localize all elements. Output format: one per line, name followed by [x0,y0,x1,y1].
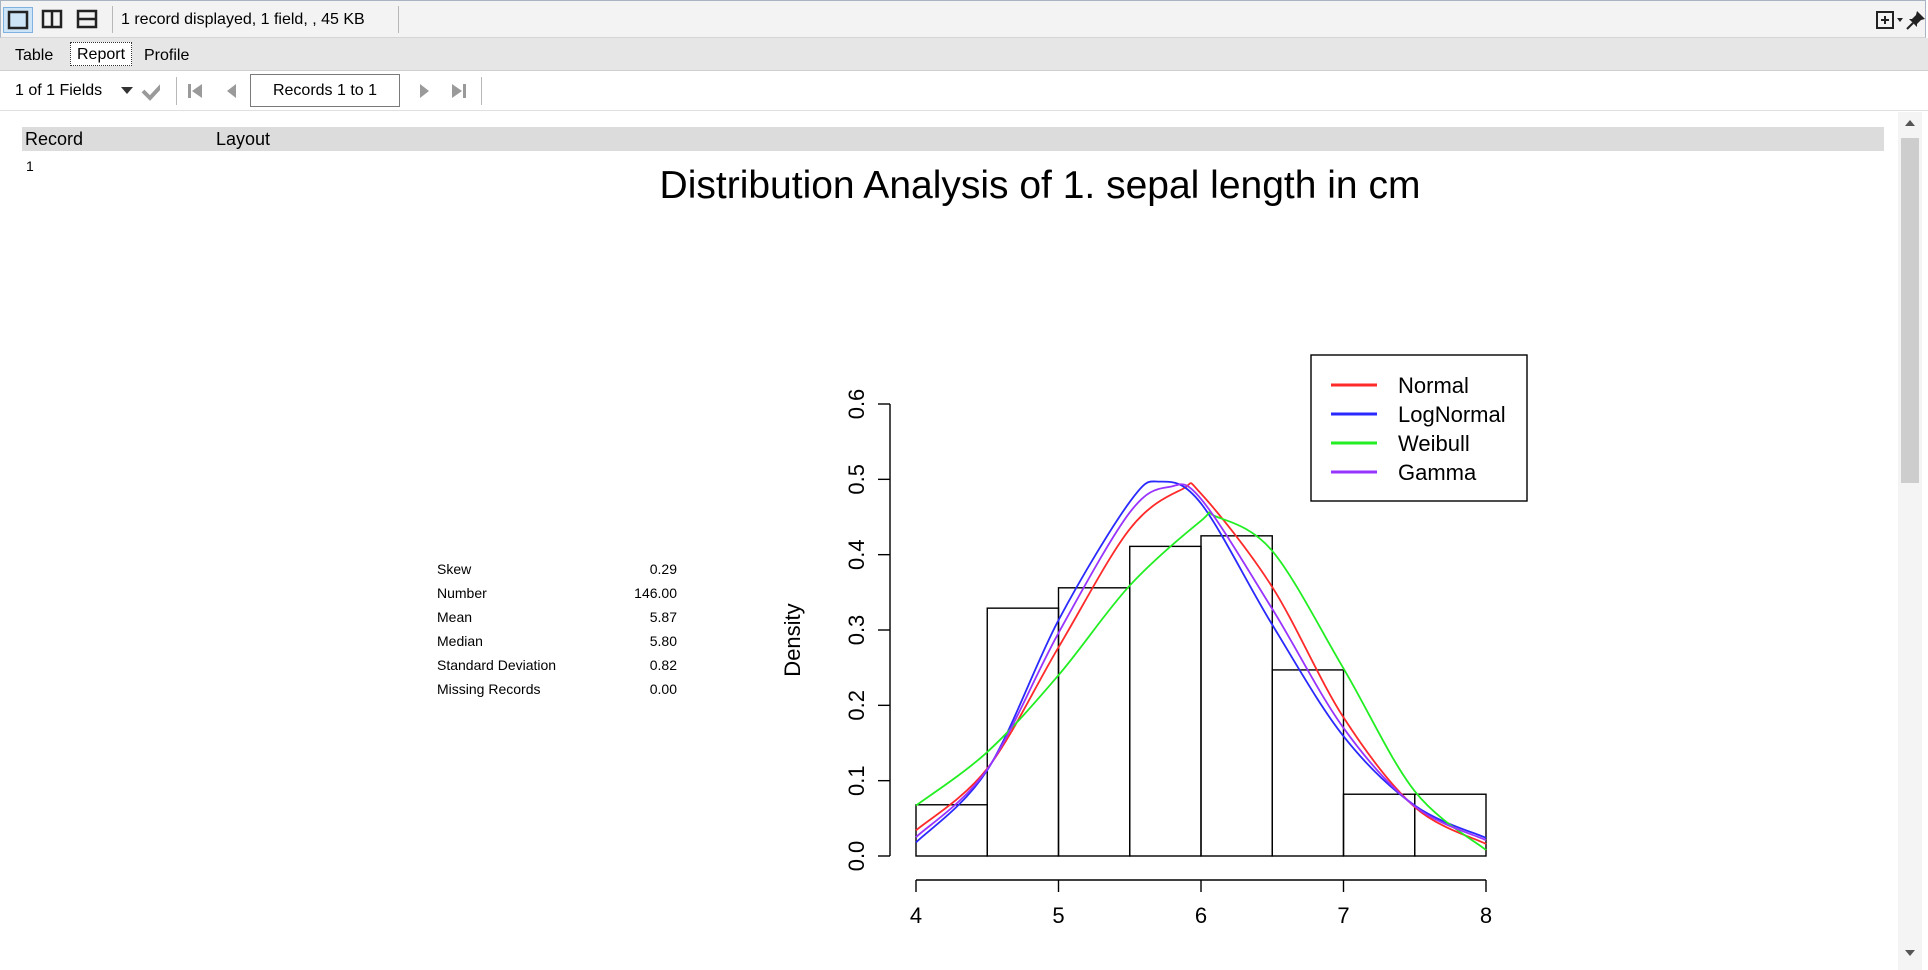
add-panel-button[interactable] [1875,9,1909,36]
status-text: 1 record displayed, 1 field, , 45 KB [121,11,365,28]
toolbar-separator [481,77,482,105]
legend-label: Normal [1398,373,1469,398]
x-tick-label: 5 [1052,903,1064,928]
y-tick-label: 0.1 [844,765,869,796]
stat-value: 146.00 [634,585,677,601]
histogram-bar [1342,793,1416,857]
histogram-bar [1129,545,1202,857]
last-record-icon[interactable] [448,81,468,101]
vertical-scrollbar[interactable] [1898,112,1922,970]
density-curve-normal [915,482,1487,845]
tab-profile[interactable]: Profile [144,47,190,64]
fields-selector[interactable]: 1 of 1 Fields [15,82,103,99]
report-title: Distribution Analysis of 1. sepal length… [659,164,1421,207]
x-tick-label: 7 [1337,903,1349,928]
y-tick-label: 0.4 [844,539,869,570]
density-curve-gamma [915,483,1487,841]
statistics-table: Skew 0.29 Number 146.00 Mean 5.87 Median… [437,557,677,701]
scrollbar-thumb[interactable] [1901,138,1919,483]
stat-label: Standard Deviation [437,657,557,673]
stat-row-standard-deviation: Standard Deviation 0.82 [437,653,677,677]
y-tick-label: 0.0 [844,841,869,872]
chevron-down-icon[interactable] [121,87,133,94]
vertical-split-layout-button[interactable] [73,7,103,33]
pin-icon [1906,11,1925,30]
distribution-chart: 0.0 0.1 0.2 0.3 0.4 0.5 0.6 Density 4 5 6 7 8 Normal L… [780,354,1528,928]
stat-row-skew: Skew 0.29 [437,557,677,581]
x-tick-label: 8 [1480,903,1492,928]
record-navigation-bar: 1 of 1 Fields Records 1 to 1 [0,71,1928,111]
records-range-display: Records 1 to 1 [250,74,400,107]
density-curve-weibull [915,511,1487,851]
legend-label: LogNormal [1398,402,1506,427]
horizontal-split-layout-button[interactable] [38,7,68,33]
record-row-number: 1 [26,158,34,174]
pin-button[interactable] [1905,9,1927,36]
stat-label: Missing Records [437,681,541,697]
tab-table[interactable]: Table [15,47,54,64]
column-header-record[interactable]: Record [25,129,84,149]
results-toolbar: 1 record displayed, 1 field, , 45 KB [0,0,1926,38]
single-view-icon [7,10,29,30]
next-record-icon[interactable] [414,81,434,101]
view-tabs: Table Report Profile [0,38,1928,71]
first-record-icon[interactable] [186,81,206,101]
histogram-bar [1200,535,1273,857]
scroll-up-arrow-icon[interactable] [1905,120,1915,126]
checkmark-icon[interactable] [140,81,160,101]
scroll-down-arrow-icon[interactable] [1905,950,1915,956]
stat-row-mean: Mean 5.87 [437,605,677,629]
stat-value: 5.87 [649,609,677,625]
x-tick-label: 4 [910,903,922,928]
histogram-bar [986,607,1060,857]
grid-header: Record Layout [22,127,1884,151]
stat-label: Median [437,633,483,649]
y-tick-label: 0.2 [844,690,869,721]
y-tick-label: 0.6 [844,389,869,420]
legend-label: Gamma [1398,460,1477,485]
density-curve-lognormal [915,480,1487,844]
toolbar-separator [112,6,113,33]
column-header-layout[interactable]: Layout [216,129,271,149]
legend-label: Weibull [1398,431,1470,456]
histogram-bar [1414,793,1487,857]
stat-value: 0.00 [649,681,677,697]
stat-row-missing-records: Missing Records 0.00 [437,677,677,701]
stat-value: 0.82 [649,657,677,673]
vertical-split-icon [76,9,98,29]
stat-row-median: Median 5.80 [437,629,677,653]
stat-label: Mean [437,609,473,625]
stat-row-number: Number 146.00 [437,581,677,605]
y-axis-label: Density [780,603,805,676]
tab-report[interactable]: Report [70,42,133,66]
y-tick-label: 0.5 [844,464,869,495]
previous-record-icon[interactable] [222,81,242,101]
add-panel-icon [1876,11,1903,29]
stat-value: 0.29 [649,561,677,577]
horizontal-split-icon [41,9,63,29]
x-tick-label: 6 [1195,903,1207,928]
toolbar-separator [398,6,399,33]
stat-label: Number [437,585,487,601]
stat-label: Skew [437,561,472,577]
stat-value: 5.80 [649,633,677,649]
legend-box [1310,354,1528,502]
y-tick-label: 0.3 [844,615,869,646]
single-view-layout-button[interactable] [3,7,33,33]
toolbar-separator [176,77,177,105]
